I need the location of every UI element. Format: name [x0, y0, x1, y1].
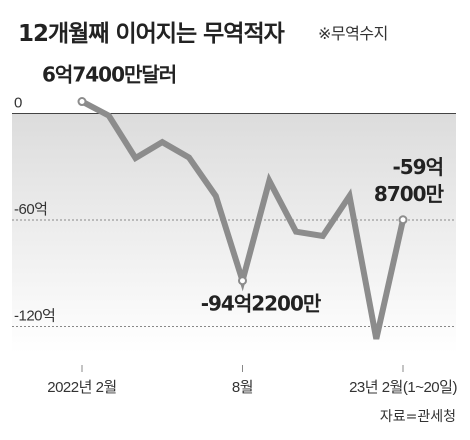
data-point-marker-2	[398, 215, 408, 225]
x-tick-label-2: 23년 2월(1~20일)	[349, 379, 457, 396]
chart-title: 12개월째 이어지는 무역적자	[18, 21, 285, 47]
y-tick-label-1: -60억	[14, 201, 47, 218]
data-point-marker-1	[238, 276, 247, 286]
data-point-marker-0	[77, 97, 87, 107]
y-tick-label-2: -120억	[14, 308, 55, 325]
data-label-0-line-0: 6억7400만달러	[42, 63, 176, 87]
data-label-2-line-1: 8700만	[374, 182, 445, 206]
x-tick-label-0: 2022년 2월	[47, 379, 116, 396]
negative-area-band	[12, 113, 456, 354]
data-label-2-line-0: -59억	[392, 155, 443, 179]
x-tick-label-1: 8월	[232, 379, 253, 396]
chart-subtitle: ※무역수지	[318, 24, 388, 43]
source-note: 자료=관세청	[379, 409, 456, 425]
data-label-1-line-0: -94억2200만	[201, 292, 322, 316]
y-tick-label-0: 0	[14, 95, 22, 112]
